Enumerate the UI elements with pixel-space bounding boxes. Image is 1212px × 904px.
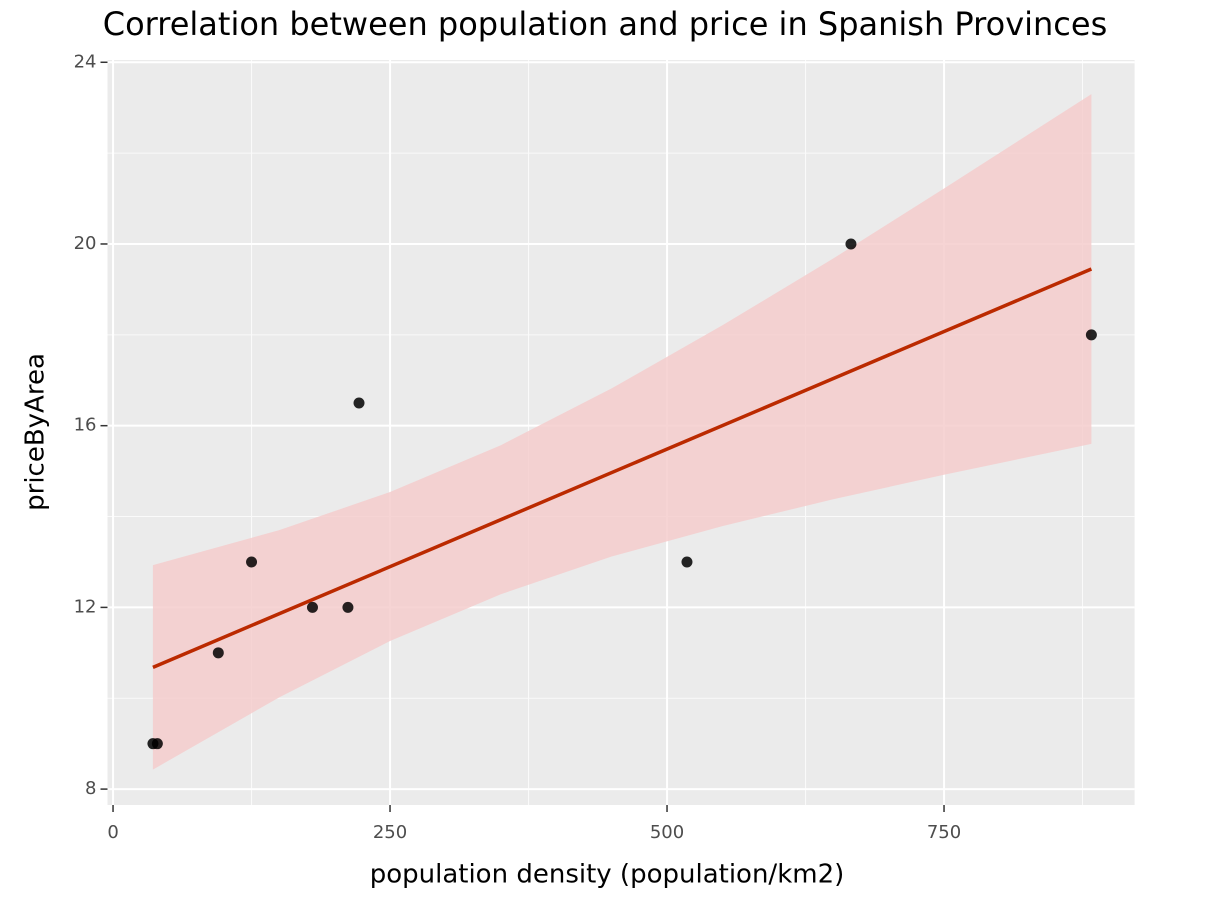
x-tick-label: 0: [107, 822, 118, 843]
x-axis-label: population density (population/km2): [370, 860, 845, 890]
chart-title: Correlation between population and price…: [103, 5, 1108, 43]
point: [212, 647, 224, 659]
point: [1085, 329, 1097, 341]
point: [151, 738, 163, 750]
y-tick-label: 12: [74, 596, 97, 617]
y-tick-label: 16: [74, 415, 97, 436]
y-tick-label: 8: [85, 778, 96, 799]
y-tick-label: 20: [74, 233, 97, 254]
point: [845, 238, 857, 250]
y-axis-label: priceByArea: [21, 353, 51, 511]
confidence-band: [152, 94, 1092, 770]
point: [246, 556, 258, 568]
point: [342, 601, 354, 613]
y-tick-label: 24: [74, 51, 97, 72]
x-tick-label: 750: [927, 822, 961, 843]
x-tick-label: 250: [373, 822, 407, 843]
point: [353, 397, 365, 409]
x-tick-label: 500: [650, 822, 684, 843]
point: [681, 556, 693, 568]
point: [306, 601, 318, 613]
regression-line: [152, 267, 1093, 669]
